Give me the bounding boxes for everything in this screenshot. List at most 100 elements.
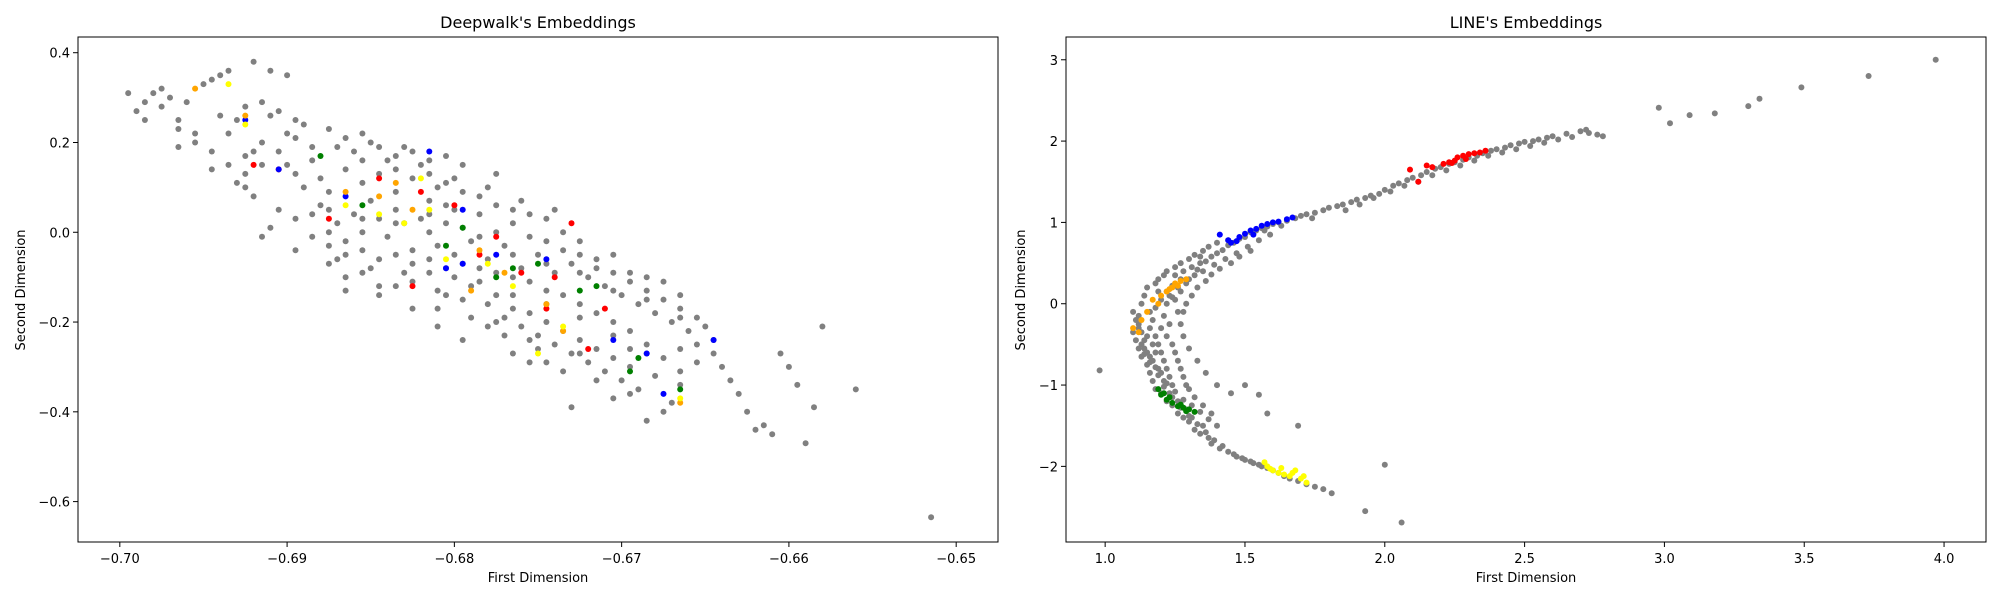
scatter-point [1163, 333, 1170, 340]
scatter-point [443, 153, 449, 159]
scatter-point [1233, 238, 1240, 245]
scatter-point [1476, 149, 1483, 156]
scatter-point [509, 251, 516, 258]
scatter-point [1183, 300, 1190, 307]
scatter-point [192, 130, 199, 137]
scatter-point [376, 283, 383, 290]
scatter-point [1158, 292, 1165, 299]
scatter-point [1401, 182, 1408, 189]
scatter-point [1865, 73, 1872, 79]
scatter-point [158, 85, 165, 92]
scatter-point [535, 346, 541, 352]
scatter-point [443, 292, 449, 299]
scatter-point [1169, 382, 1176, 389]
scatter-point [643, 341, 650, 348]
scatter-point [1228, 390, 1234, 397]
scatter-point [509, 283, 516, 290]
scatter-point [1177, 260, 1184, 267]
scatter-point [259, 139, 265, 146]
scatter-point [409, 260, 416, 267]
scatter-point [434, 305, 441, 312]
scatter-point [409, 175, 416, 182]
scatter-point [643, 274, 650, 281]
scatter-point [652, 372, 659, 379]
scatter-point [484, 260, 491, 267]
scatter-point [1471, 150, 1478, 157]
scatter-point [685, 328, 692, 334]
scatter-point [802, 440, 809, 447]
scatter-point [309, 233, 316, 240]
scatter-point [1188, 264, 1195, 271]
scatter-point [1174, 410, 1181, 417]
scatter-point [233, 117, 240, 123]
scatter-point [576, 238, 583, 245]
scatter-point [585, 274, 592, 281]
scatter-point [392, 251, 399, 258]
scatter-point [1485, 152, 1492, 159]
scatter-point [476, 193, 483, 200]
x-axis-label: First Dimension [488, 571, 589, 586]
x-tick-label: 3.0 [1654, 552, 1675, 567]
scatter-point [342, 193, 349, 200]
scatter-point [1404, 177, 1411, 184]
scatter-point [1521, 138, 1528, 145]
scatter-point [568, 260, 575, 267]
scatter-point [225, 161, 232, 168]
scatter-point [1255, 237, 1262, 244]
scatter-point [509, 206, 516, 213]
scatter-point [819, 323, 826, 330]
scatter-point [376, 175, 383, 182]
scatter-point [493, 292, 500, 299]
scatter-point [501, 314, 508, 321]
scatter-point [677, 314, 684, 321]
scatter-point [668, 399, 675, 406]
scatter-point [1454, 154, 1461, 161]
line-subplot: LINE's Embeddings 1.0 1.5 2.0 2.5 3.0 3.5 4.0 … [1014, 13, 1987, 586]
scatter-point [560, 368, 567, 375]
scatter-point [794, 381, 801, 388]
scatter-point [484, 323, 491, 330]
scatter-point [167, 94, 173, 101]
scatter-point [292, 247, 299, 254]
scatter-point [576, 314, 583, 321]
scatter-point [1216, 231, 1223, 238]
scatter-point [1166, 321, 1173, 328]
scatter-point [1172, 349, 1179, 356]
scatter-point [710, 350, 717, 357]
scatter-point [643, 287, 650, 294]
scatter-point [635, 386, 642, 393]
scatter-point [443, 202, 449, 209]
scatter-point [317, 175, 324, 182]
scatter-point [1300, 473, 1307, 480]
scatter-point [217, 112, 224, 119]
scatter-point [476, 211, 483, 218]
scatter-point [1194, 357, 1201, 364]
scatter-point [493, 202, 500, 209]
y-tick-label: −1 [1039, 379, 1058, 394]
scatter-point [1756, 95, 1763, 102]
scatter-point [526, 310, 533, 317]
scatter-point [242, 117, 249, 123]
scatter-point [267, 224, 274, 231]
scatter-point [1180, 308, 1187, 315]
scatter-point [1381, 461, 1388, 468]
scatter-point [484, 256, 491, 263]
scatter-point [719, 363, 725, 370]
scatter-point [1443, 167, 1450, 174]
scatter-point [426, 229, 433, 236]
scatter-point [568, 350, 575, 357]
scatter-point [1197, 430, 1204, 437]
scatter-point [1655, 104, 1662, 111]
scatter-point [225, 67, 232, 74]
plot-area [78, 37, 998, 542]
y-tick-label: 0.2 [49, 136, 70, 151]
x-axis-label: First Dimension [1476, 571, 1577, 586]
scatter-point [1130, 329, 1137, 336]
scatter-point [1471, 157, 1478, 164]
scatter-point [275, 108, 282, 115]
scatter-point [1177, 321, 1184, 328]
scatter-point [409, 148, 416, 155]
scatter-point [593, 310, 600, 317]
scatter-point [1320, 486, 1327, 493]
scatter-point [1328, 490, 1335, 497]
